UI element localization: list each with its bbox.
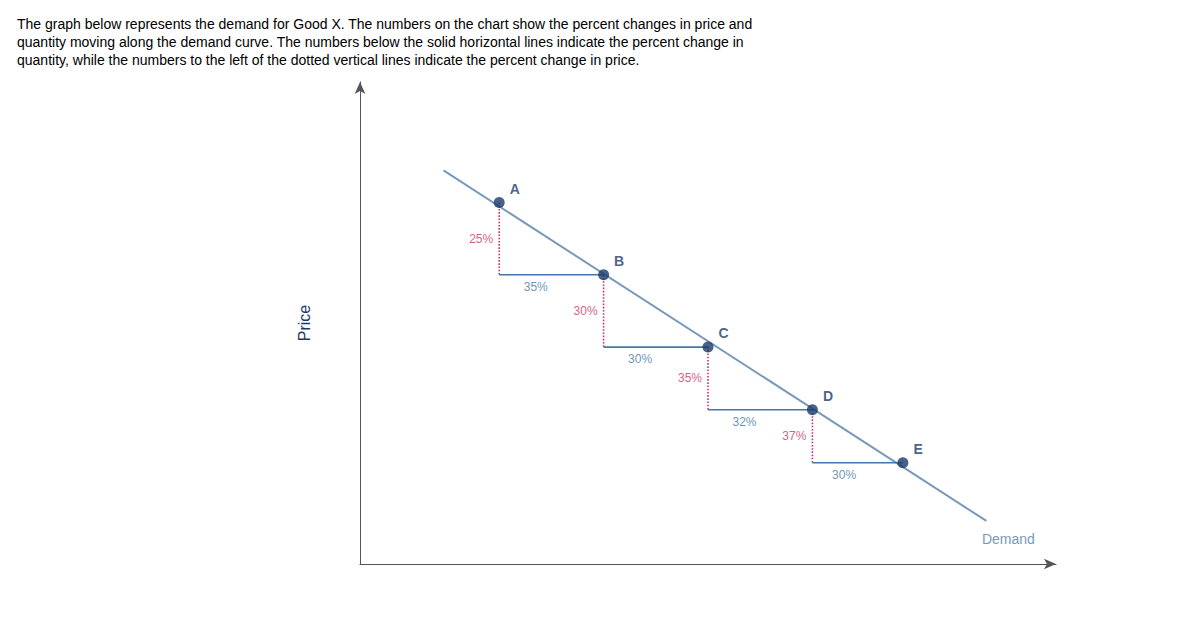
svg-text:37%: 37% xyxy=(782,429,806,443)
svg-text:A: A xyxy=(510,181,520,197)
svg-text:30%: 30% xyxy=(832,468,856,482)
svg-text:C: C xyxy=(719,325,729,341)
svg-text:35%: 35% xyxy=(524,280,548,294)
svg-text:30%: 30% xyxy=(628,352,652,366)
svg-text:25%: 25% xyxy=(469,232,493,246)
svg-text:32%: 32% xyxy=(733,415,757,429)
svg-text:Price: Price xyxy=(296,305,313,342)
svg-text:quantity moving along the dema: quantity moving along the demand curve. … xyxy=(17,34,744,50)
svg-text:35%: 35% xyxy=(678,371,702,385)
svg-text:D: D xyxy=(823,388,833,404)
svg-text:quantity, while the numbers to: quantity, while the numbers to the left … xyxy=(17,52,639,68)
svg-text:Demand: Demand xyxy=(982,531,1035,547)
svg-text:The graph below represents the: The graph below represents the demand fo… xyxy=(17,16,752,32)
svg-text:B: B xyxy=(614,253,624,269)
svg-text:E: E xyxy=(913,441,922,457)
svg-text:30%: 30% xyxy=(574,304,598,318)
